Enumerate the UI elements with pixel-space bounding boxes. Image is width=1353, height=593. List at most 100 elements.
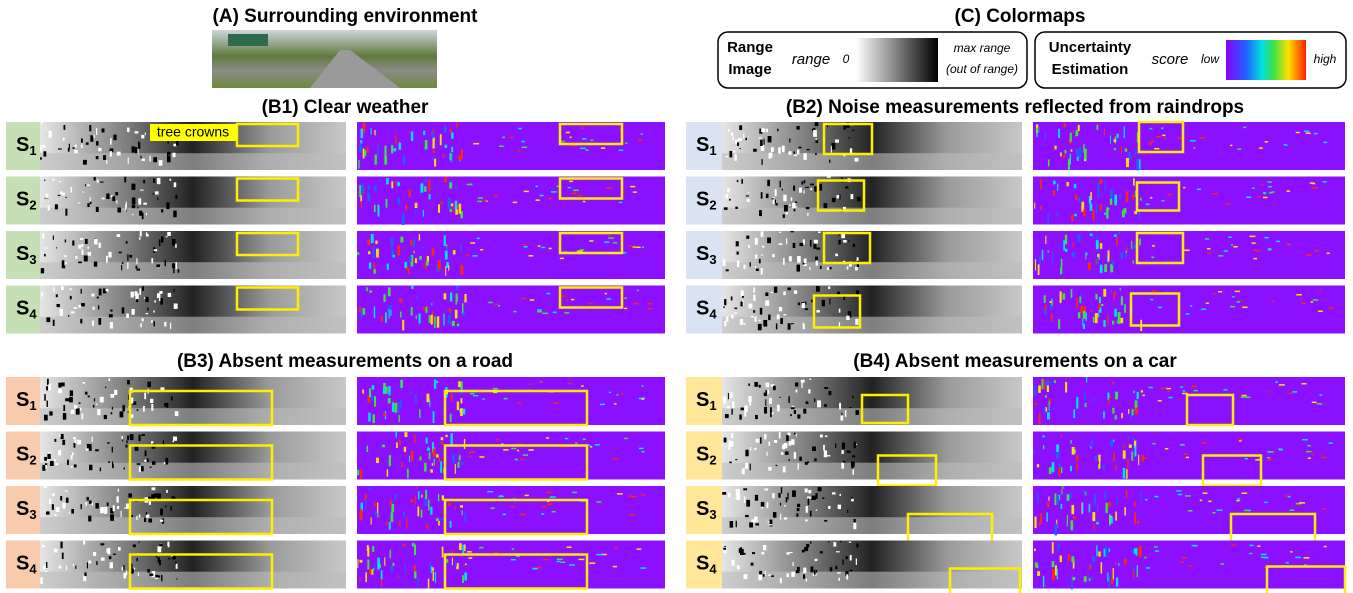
range-speckle xyxy=(121,511,122,517)
range-speckle xyxy=(787,552,790,554)
uncertainty-speckle xyxy=(1257,250,1260,252)
range-speckle xyxy=(138,141,139,143)
range-speckle xyxy=(852,130,855,131)
uncertainty-speckle xyxy=(1154,496,1156,498)
range-speckle xyxy=(82,413,84,419)
range-speckle xyxy=(72,240,74,245)
uncertainty-speckle xyxy=(1105,181,1106,192)
range-speckle xyxy=(814,570,816,575)
range-speckle xyxy=(803,568,806,573)
range-speckle xyxy=(139,288,141,294)
uncertainty-speckle xyxy=(369,290,372,292)
uncertainty-speckle xyxy=(1110,136,1111,144)
range-speckle xyxy=(786,435,789,441)
range-speckle xyxy=(751,316,754,317)
range-speckle xyxy=(144,518,146,522)
range-speckle xyxy=(841,463,844,469)
range-speckle xyxy=(94,239,97,245)
range-speckle xyxy=(70,187,71,193)
range-speckle xyxy=(855,319,858,325)
uncertainty-speckle xyxy=(445,266,446,276)
range-speckle xyxy=(122,307,125,313)
range-speckle xyxy=(768,575,771,576)
uncertainty-speckle xyxy=(440,442,443,445)
range-speckle xyxy=(776,323,777,329)
uncertainty-speckle xyxy=(1067,515,1068,526)
range-speckle xyxy=(53,287,54,292)
range-speckle xyxy=(146,512,147,515)
range-speckle xyxy=(168,542,170,548)
range-speckle xyxy=(102,128,105,132)
uncertainty-speckle xyxy=(1051,299,1052,306)
uncertainty-speckle xyxy=(518,128,521,129)
range-speckle xyxy=(60,310,61,315)
range-speckle xyxy=(122,440,123,442)
uncertainty-speckle xyxy=(1045,236,1046,244)
uncertainty-speckle xyxy=(436,381,438,383)
uncertainty-speckle xyxy=(1114,148,1116,150)
range-speckle xyxy=(63,413,66,420)
uncertainty-speckle xyxy=(1076,397,1078,409)
uncertainty-speckle xyxy=(1145,499,1148,501)
uncertainty-speckle xyxy=(1112,261,1115,265)
uncertainty-speckle xyxy=(418,491,419,499)
range-speckle xyxy=(794,410,796,414)
uncertainty-speckle xyxy=(452,321,455,326)
uncertainty-speckle xyxy=(455,506,456,509)
range-speckle xyxy=(173,211,176,218)
uncertainty-speckle xyxy=(1110,290,1111,293)
uncertainty-speckle xyxy=(1318,311,1323,313)
uncertainty-speckle xyxy=(1121,318,1124,323)
uncertainty-speckle xyxy=(1156,136,1161,138)
uncertainty-speckle xyxy=(619,150,624,152)
range-speckle xyxy=(815,493,817,499)
uncertainty-speckle xyxy=(1268,249,1272,251)
range-image-ground xyxy=(722,463,1022,480)
uncertainty-speckle xyxy=(539,195,543,197)
uncertainty-speckle xyxy=(421,183,424,192)
uncertainty-speckle xyxy=(575,442,577,444)
uncertainty-speckle xyxy=(1268,391,1270,393)
uncertainty-speckle xyxy=(1090,204,1093,211)
uncertainty-speckle xyxy=(1073,516,1076,519)
uncertainty-speckle xyxy=(561,562,566,564)
uncertainty-speckle xyxy=(613,242,617,244)
uncertainty-speckle xyxy=(1047,503,1049,507)
uncertainty-speckle xyxy=(383,413,386,417)
range-speckle xyxy=(755,439,759,443)
range-speckle xyxy=(54,459,56,461)
uncertainty-speckle xyxy=(1134,513,1136,524)
range-speckle xyxy=(46,562,47,568)
uncertainty-speckle xyxy=(1092,556,1095,562)
uncertainty-speckle xyxy=(467,551,472,553)
uncertainty-speckle xyxy=(1109,576,1111,587)
range-speckle xyxy=(810,511,812,517)
uncertainty-speckle xyxy=(384,156,387,165)
uncertainty-speckle xyxy=(498,305,500,307)
range-speckle xyxy=(845,556,847,559)
range-speckle xyxy=(852,396,853,398)
uncertainty-speckle xyxy=(467,184,472,186)
uncertainty-speckle xyxy=(625,142,627,144)
range-speckle xyxy=(772,254,775,257)
uncertainty-speckle xyxy=(372,385,375,390)
range-speckle xyxy=(768,136,772,142)
range-speckle xyxy=(122,567,123,571)
uncertainty-speckle xyxy=(1034,386,1036,396)
range-speckle xyxy=(729,440,731,447)
uncertainty-speckle xyxy=(1310,182,1314,184)
uncertainty-speckle xyxy=(1115,415,1117,419)
range-speckle xyxy=(774,440,777,443)
range-speckle xyxy=(43,565,46,570)
range-speckle xyxy=(815,122,819,126)
uncertainty-speckle xyxy=(1216,509,1222,511)
range-speckle xyxy=(765,571,766,576)
uncertainty-speckle xyxy=(1096,125,1098,130)
uncertainty-speckle xyxy=(1243,127,1246,128)
uncertainty-speckle xyxy=(423,307,425,311)
uncertainty-speckle xyxy=(1076,455,1078,461)
uncertainty-speckle xyxy=(448,197,451,209)
uncertainty-speckle xyxy=(451,147,453,152)
range-speckle xyxy=(740,549,744,555)
range-speckle xyxy=(754,448,756,450)
